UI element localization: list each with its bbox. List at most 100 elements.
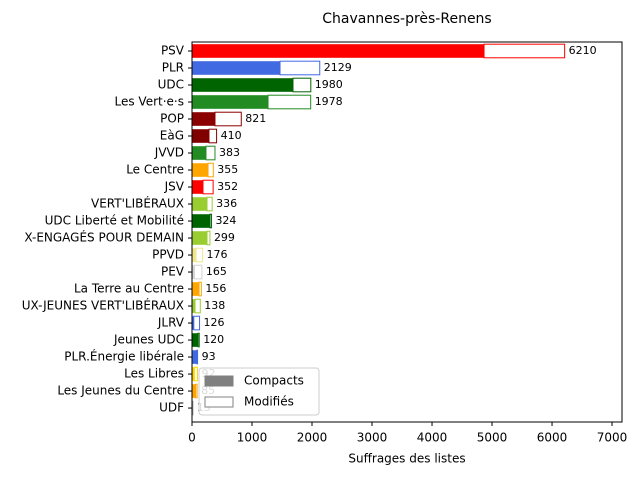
data-label: 6210 — [569, 44, 597, 57]
bar-compacts — [192, 367, 195, 381]
bar-compacts — [192, 248, 197, 262]
bar-compacts — [192, 180, 203, 194]
bar-modifies — [483, 43, 566, 59]
data-label: 126 — [204, 316, 225, 329]
y-tick-label: X-ENGAGÉS POUR DEMAIN — [24, 230, 184, 245]
bar-modifies — [208, 128, 218, 144]
bar-compacts — [192, 333, 199, 347]
data-label: 1980 — [315, 78, 343, 91]
legend-label: Modifiés — [244, 395, 294, 409]
x-axis-label: Suffrages des listes — [348, 452, 465, 466]
bar-compacts — [192, 384, 196, 398]
y-tick-label: UX-JEUNES VERT'LIBÉRAUX — [22, 298, 184, 313]
bar-compacts — [192, 350, 197, 364]
bar-compacts — [192, 146, 206, 160]
y-tick-label: Jeunes UDC — [113, 333, 184, 347]
bar-compacts — [192, 282, 200, 296]
bar-compacts — [192, 163, 209, 177]
data-label: 120 — [203, 333, 224, 346]
y-tick-label: JLRV — [157, 316, 185, 330]
y-tick-label: JSV — [164, 180, 185, 194]
y-tick-label: La Terre au Centre — [74, 282, 184, 296]
y-tick-label: Les Vert·e·s — [115, 95, 185, 109]
data-label: 138 — [204, 299, 225, 312]
data-label: 165 — [206, 265, 227, 278]
x-tick-label: 3000 — [357, 431, 388, 445]
bar-modifies — [193, 366, 199, 382]
x-tick-label: 4000 — [417, 431, 448, 445]
data-label: 821 — [245, 112, 266, 125]
bar-compacts — [192, 112, 215, 126]
bar-modifies — [206, 196, 213, 212]
x-tick-label: 6000 — [537, 431, 568, 445]
bar-modifies — [292, 77, 312, 93]
y-tick-label: JVVD — [154, 146, 184, 160]
y-tick-label: UDC — [158, 78, 184, 92]
bar-compacts — [192, 265, 195, 279]
bar-compacts — [192, 95, 269, 109]
y-tick-label: Le Centre — [126, 163, 184, 177]
bar-compacts — [192, 299, 196, 313]
y-tick-label: PEV — [161, 265, 185, 279]
x-tick-label: 7000 — [597, 431, 628, 445]
bar-modifies — [194, 298, 201, 314]
bar-modifies — [267, 94, 312, 110]
bar-compacts — [192, 61, 281, 75]
bar-modifies — [205, 145, 216, 161]
y-tick-label: VERT'LIBÉRAUX — [91, 196, 184, 211]
bar-modifies — [202, 179, 214, 195]
data-label: 299 — [214, 231, 235, 244]
bar-modifies — [207, 162, 214, 178]
bar-compacts — [192, 231, 208, 245]
bar-modifies — [214, 111, 242, 127]
x-tick-label: 1000 — [237, 431, 268, 445]
data-label: 410 — [221, 129, 242, 142]
bar-compacts — [192, 197, 208, 211]
data-label: 156 — [205, 282, 226, 295]
x-tick-label: 5000 — [477, 431, 508, 445]
data-label: 324 — [215, 214, 236, 227]
data-label: 352 — [217, 180, 238, 193]
legend-swatch — [204, 396, 234, 408]
data-label: 383 — [219, 146, 240, 159]
y-tick-label: Les Libres — [124, 367, 184, 381]
chart-title: Chavannes-près-Renens — [322, 11, 491, 27]
y-tick-label: PLR — [162, 61, 184, 75]
data-label: 336 — [216, 197, 237, 210]
bar-modifies — [279, 60, 321, 76]
data-label: 1978 — [315, 95, 343, 108]
bar-modifies — [206, 230, 211, 246]
data-label: 355 — [217, 163, 238, 176]
y-tick-label: UDC Liberté et Mobilité — [45, 214, 184, 228]
bar-modifies — [209, 213, 212, 229]
bar-modifies — [197, 332, 200, 348]
bar-compacts — [192, 44, 485, 58]
y-tick-label: Les Jeunes du Centre — [57, 384, 184, 398]
x-tick-label: 2000 — [297, 431, 328, 445]
legend-swatch — [204, 375, 234, 387]
bar-modifies — [193, 315, 201, 331]
x-tick-label: 0 — [188, 431, 196, 445]
y-tick-label: PLR.Énergie libérale — [64, 349, 184, 364]
bar-modifies — [198, 281, 202, 297]
bar-modifies — [195, 247, 204, 263]
y-tick-label: UDF — [159, 401, 184, 415]
y-tick-label: PPVD — [152, 248, 184, 262]
bar-compacts — [192, 78, 293, 92]
legend-label: Compacts — [244, 374, 304, 388]
y-tick-label: POP — [160, 112, 184, 126]
bar-compacts — [192, 316, 194, 330]
bar-compacts — [192, 214, 211, 228]
data-label: 2129 — [324, 61, 352, 74]
y-tick-label: EàG — [160, 129, 184, 143]
y-tick-label: PSV — [161, 44, 185, 58]
data-label: 93 — [202, 350, 216, 363]
bar-modifies — [193, 264, 203, 280]
bar-modifies — [195, 383, 198, 399]
plot-frame — [191, 41, 623, 423]
bar-modifies — [196, 349, 199, 365]
legend: Compacts Modifiés — [198, 367, 320, 416]
data-label: 176 — [207, 248, 228, 261]
